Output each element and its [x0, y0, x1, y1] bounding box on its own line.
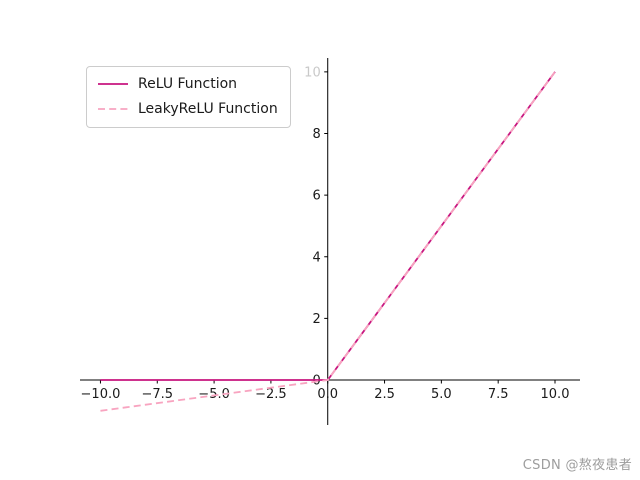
x-tick-label: −7.5	[141, 387, 173, 402]
x-tick-label: 0.0	[317, 387, 338, 402]
legend-label-leakyrelu: LeakyReLU Function	[138, 100, 278, 117]
legend-item-leakyrelu: LeakyReLU Function	[97, 101, 278, 118]
y-tick-label: 10	[304, 65, 321, 80]
legend: ReLU Function LeakyReLU Function	[86, 66, 291, 128]
y-tick-label: 2	[312, 312, 320, 327]
y-tick-label: 8	[312, 127, 320, 142]
x-tick-label: −10.0	[81, 387, 121, 402]
x-tick-label: 2.5	[374, 387, 395, 402]
y-tick-label: 6	[312, 189, 320, 204]
leakyrelu-line-sample-icon	[98, 108, 128, 111]
relu-line-sample-icon	[98, 83, 128, 86]
y-tick-label: 4	[312, 250, 320, 265]
x-tick-label: 5.0	[431, 387, 452, 402]
x-tick-label: 10.0	[541, 387, 570, 402]
x-tick-label: 7.5	[488, 387, 509, 402]
legend-item-relu: ReLU Function	[97, 76, 278, 93]
series-line-leakyrelu	[100, 71, 556, 412]
legend-label-relu: ReLU Function	[138, 76, 238, 92]
x-tick-label: −2.5	[255, 387, 287, 402]
watermark: CSDN @熬夜患者	[522, 458, 632, 473]
